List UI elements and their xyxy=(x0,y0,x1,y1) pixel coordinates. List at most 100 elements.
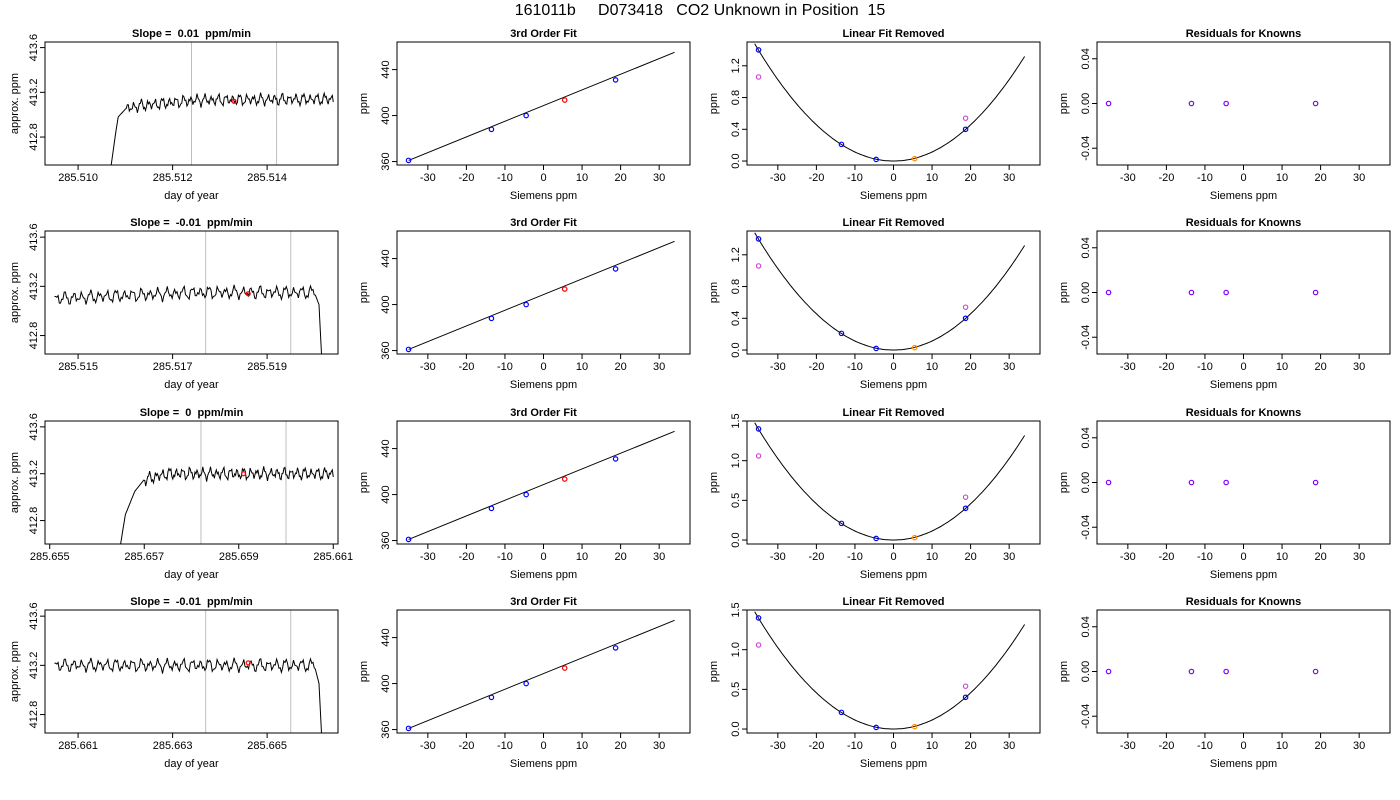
y-tick-label: 413.2 xyxy=(28,79,40,107)
x-tick-label: 30 xyxy=(1353,172,1365,184)
y-tick-label: 413.2 xyxy=(28,460,40,488)
x-tick-label: 10 xyxy=(1276,551,1288,563)
x-tick-label: -30 xyxy=(420,361,436,373)
x-axis-label: Siemens ppm xyxy=(510,569,577,581)
plot-area xyxy=(1105,100,1319,107)
x-tick-label: 20 xyxy=(614,551,626,563)
x-tick-label: 20 xyxy=(614,172,626,184)
known-point xyxy=(523,112,529,119)
y-tick-label: 360 xyxy=(380,531,392,549)
x-tick-label: 0 xyxy=(1240,740,1246,752)
sample-point xyxy=(245,291,251,297)
open-point xyxy=(755,453,762,459)
panel-title: Residuals for Knowns xyxy=(1186,217,1302,229)
known-point xyxy=(612,77,619,83)
known-point xyxy=(755,615,762,621)
y-tick-label: -0.04 xyxy=(1080,515,1092,540)
sample-point xyxy=(231,98,237,104)
x-tick-label: 285.514 xyxy=(247,172,287,184)
y-tick-label: 360 xyxy=(380,152,392,170)
y-tick-label: 400 xyxy=(380,674,392,692)
sample-point xyxy=(245,660,251,666)
x-tick-label: 10 xyxy=(576,551,588,563)
panel-title: Slope = -0.01 ppm/min xyxy=(130,596,253,608)
x-tick-label: 10 xyxy=(926,551,938,563)
y-tick-label: 0.04 xyxy=(1080,48,1092,69)
x-tick-label: -20 xyxy=(808,740,824,752)
x-tick-label: 0 xyxy=(890,361,896,373)
y-tick-label: 412.8 xyxy=(28,123,40,151)
x-tick-label: 0 xyxy=(1240,361,1246,373)
y-tick-label: -0.04 xyxy=(1080,704,1092,729)
y-tick-label: 0.0 xyxy=(730,532,742,547)
known-point xyxy=(488,315,495,322)
x-tick-label: -10 xyxy=(1197,551,1213,563)
panel-4-4: Residuals for Knowns -30 -20 -10 0 10 20 30 -0.0… xyxy=(1058,596,1391,770)
y-tick-label: 1.5 xyxy=(730,602,742,617)
x-axis-label: Siemens ppm xyxy=(860,190,927,202)
y-tick-label: 413.2 xyxy=(28,652,40,680)
y-tick-label: 440 xyxy=(380,439,392,457)
residual-point xyxy=(1105,479,1112,486)
x-tick-label: 30 xyxy=(653,172,665,184)
known-point xyxy=(962,315,969,322)
y-tick-label: 0.00 xyxy=(1080,282,1092,303)
x-tick-label: -30 xyxy=(1120,172,1136,184)
y-tick-label: 412.8 xyxy=(28,701,40,729)
residual-point xyxy=(1312,668,1319,675)
y-tick-label: 0.00 xyxy=(1080,472,1092,493)
plot-area xyxy=(1105,289,1319,296)
x-tick-label: 0 xyxy=(890,551,896,563)
plot-frame xyxy=(746,420,1041,545)
y-axis-label: approx. ppm xyxy=(9,262,21,323)
x-axis-label: Siemens ppm xyxy=(1210,379,1277,391)
plot-frame xyxy=(44,230,339,355)
y-tick-label: 440 xyxy=(380,628,392,646)
panel-title: Linear Fit Removed xyxy=(842,217,944,229)
plot-frame xyxy=(44,420,339,545)
trace-line xyxy=(110,91,334,165)
x-tick-label: -20 xyxy=(458,740,474,752)
x-axis-label: day of year xyxy=(164,569,219,581)
x-axis-label: Siemens ppm xyxy=(510,379,577,391)
open-point xyxy=(962,683,969,689)
y-tick-label: 0.8 xyxy=(730,90,742,105)
y-axis-label: ppm xyxy=(708,93,720,114)
x-tick-label: -10 xyxy=(847,172,863,184)
x-tick-label: -20 xyxy=(458,551,474,563)
y-axis-label: approx. ppm xyxy=(9,73,21,134)
panel-4-1: Slope = -0.01 ppm/min 285.661 285.663 285.6… xyxy=(9,596,339,770)
y-tick-label: 0.5 xyxy=(730,493,742,508)
x-tick-label: 20 xyxy=(964,740,976,752)
plot-frame xyxy=(746,230,1041,355)
x-tick-label: 30 xyxy=(1003,551,1015,563)
x-tick-label: 30 xyxy=(1003,361,1015,373)
trace-line xyxy=(54,284,322,354)
y-tick-label: 0.5 xyxy=(730,682,742,697)
x-tick-label: 30 xyxy=(1003,172,1015,184)
known-point xyxy=(838,520,845,527)
x-tick-label: 0 xyxy=(540,740,546,752)
y-tick-label: 412.8 xyxy=(28,322,40,350)
panel-title: 3rd Order Fit xyxy=(510,28,577,40)
y-tick-label: 0.8 xyxy=(730,279,742,294)
y-tick-label: 400 xyxy=(380,106,392,124)
y-axis-label: ppm xyxy=(1058,472,1070,493)
x-tick-label: 0 xyxy=(1240,551,1246,563)
known-point xyxy=(405,536,412,543)
x-tick-label: 285.659 xyxy=(219,551,259,563)
x-tick-label: 30 xyxy=(1003,740,1015,752)
known-point xyxy=(405,725,412,732)
plot-frame xyxy=(1096,230,1391,355)
x-tick-label: -20 xyxy=(458,172,474,184)
panel-2-3: Linear Fit Removed -30 -20 -10 0 10 20 30 0.0 0.4… xyxy=(708,217,1041,391)
plot-frame xyxy=(1096,41,1391,166)
unknown-point xyxy=(561,665,568,671)
x-tick-label: 285.517 xyxy=(153,361,193,373)
y-axis-label: ppm xyxy=(1058,93,1070,114)
x-axis-label: Siemens ppm xyxy=(860,379,927,391)
y-tick-label: 412.8 xyxy=(28,507,40,535)
x-tick-label: -30 xyxy=(770,172,786,184)
residual-point xyxy=(1312,100,1319,107)
y-tick-label: 0.04 xyxy=(1080,237,1092,258)
